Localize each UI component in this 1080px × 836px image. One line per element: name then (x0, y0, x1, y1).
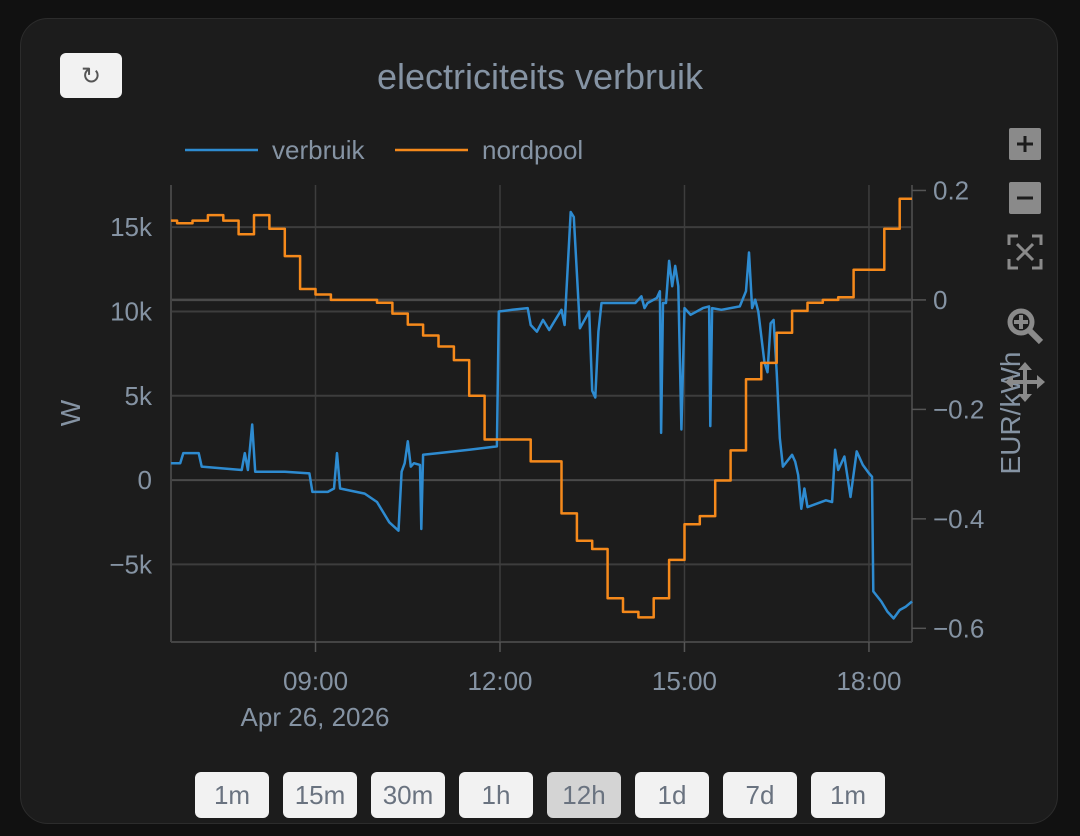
chart-svg[interactable]: 09:00 12:00 15:00 18:00 15k 10k 5k 0 −5k 0.2 0 −0.2… (0, 0, 1080, 760)
range-button-15m[interactable]: 15m (283, 772, 357, 818)
refresh-button[interactable]: ↻ (60, 53, 122, 98)
chart-title: electriciteits verbruik (376, 56, 704, 97)
range-button-1d[interactable]: 1d (635, 772, 709, 818)
y-left-axis-title: W (55, 399, 86, 426)
y-left-tick-label: 10k (110, 296, 153, 326)
zoom-out-icon[interactable] (1005, 178, 1045, 218)
axes: 09:00 12:00 15:00 18:00 15k 10k 5k 0 −5k 0.2 0 −0.2… (109, 175, 984, 696)
y-right-tick-label: 0 (933, 285, 947, 315)
legend: verbruik nordpool (185, 135, 583, 165)
x-date-label: Apr 26, 2026 (241, 702, 390, 732)
y-left-tick-label: 0 (138, 465, 152, 495)
y-right-tick-label: −0.2 (933, 394, 984, 424)
range-selector: 1m 15m 30m 1h 12h 1d 7d 1m (0, 772, 1080, 818)
y-left-tick-label: −5k (109, 549, 153, 579)
range-button-7d[interactable]: 7d (723, 772, 797, 818)
y-right-tick-label: −0.4 (933, 504, 984, 534)
range-button-1m[interactable]: 1m (811, 772, 885, 818)
y-left-tick-label: 15k (110, 212, 153, 242)
range-button-12h[interactable]: 12h (547, 772, 621, 818)
range-button-1m[interactable]: 1m (195, 772, 269, 818)
series-line-verbruik[interactable] (171, 210, 913, 620)
y-right-axis-title: EUR/kWh (995, 352, 1026, 475)
series-lines (171, 197, 913, 620)
legend-label-nordpool[interactable]: nordpool (482, 135, 583, 165)
zoom-icon[interactable] (1005, 306, 1045, 346)
x-tick-label: 18:00 (836, 666, 901, 696)
chart-card (20, 18, 1058, 824)
legend-label-verbruik[interactable]: verbruik (272, 135, 365, 165)
x-tick-label: 12:00 (467, 666, 532, 696)
x-tick-label: 09:00 (283, 666, 348, 696)
y-left-tick-label: 5k (125, 381, 153, 411)
y-right-tick-label: −0.6 (933, 613, 984, 643)
series-line-nordpool[interactable] (171, 197, 912, 619)
y-right-tick-label: 0.2 (933, 175, 969, 205)
pan-icon[interactable] (1005, 362, 1045, 402)
x-tick-label: 15:00 (652, 666, 717, 696)
range-button-1h[interactable]: 1h (459, 772, 533, 818)
autoscale-icon[interactable] (1005, 232, 1045, 272)
range-button-30m[interactable]: 30m (371, 772, 445, 818)
modebar (1005, 124, 1045, 402)
grid-lines (171, 185, 912, 642)
zoom-in-icon[interactable] (1005, 124, 1045, 164)
